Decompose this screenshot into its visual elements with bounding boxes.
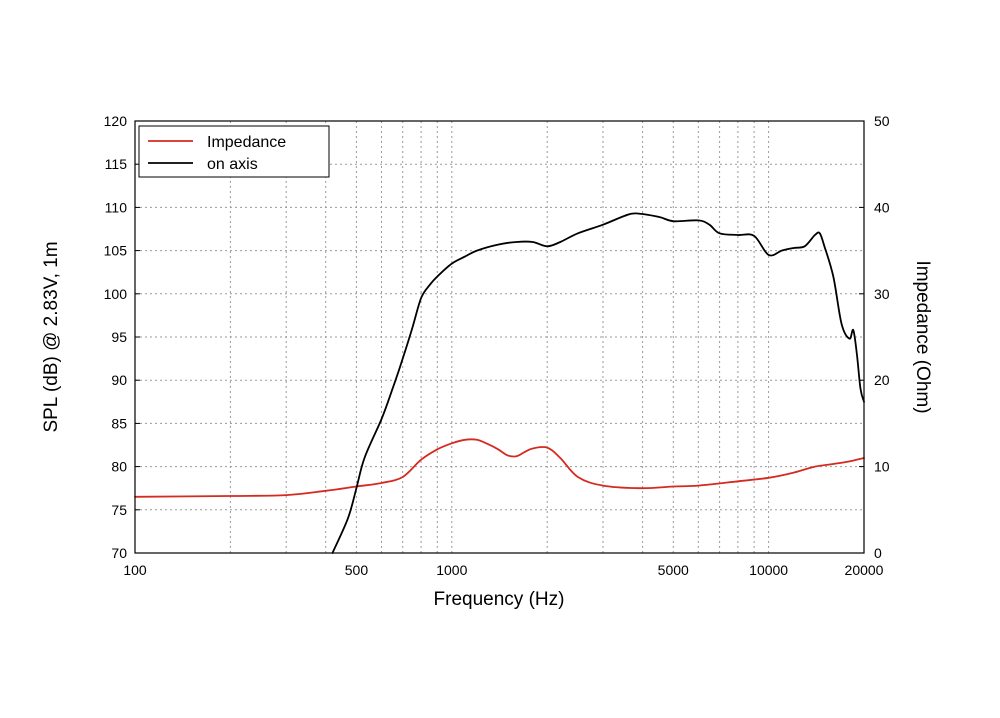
series-layer xyxy=(134,212,865,554)
y-tick-label: 80 xyxy=(111,459,127,475)
ticks: 70 75 80 85 90 95 100 105 110 115 120 0 10 20 30 40 50 10… xyxy=(104,113,890,578)
y-tick-label: 75 xyxy=(111,502,127,518)
x-tick-label: 20000 xyxy=(845,562,884,578)
x-tick-label: 100 xyxy=(123,562,147,578)
y2-tick-label: 30 xyxy=(874,286,890,302)
y2-tick-label: 20 xyxy=(874,372,890,388)
y2-tick-label: 50 xyxy=(874,113,890,129)
y2-tick-label: 10 xyxy=(874,459,890,475)
x-axis-title: Frequency (Hz) xyxy=(434,589,565,610)
y-tick-label: 95 xyxy=(111,329,127,345)
x-tick-label: 500 xyxy=(345,562,369,578)
plot-frame xyxy=(134,120,865,554)
y-tick-label: 120 xyxy=(104,113,128,129)
legend: Impedance on axis xyxy=(138,125,330,178)
grid xyxy=(135,121,864,553)
series-line-impedance xyxy=(134,438,865,498)
y-tick-label: 70 xyxy=(111,545,127,561)
series-line-on-axis xyxy=(331,212,865,554)
y-tick-label: 85 xyxy=(111,415,127,431)
y-tick-label: 90 xyxy=(111,372,127,388)
legend-box xyxy=(138,125,330,178)
y-tick-label: 115 xyxy=(105,156,128,172)
y2-tick-label: 40 xyxy=(874,199,890,215)
legend-label-impedance: Impedance xyxy=(207,134,286,151)
x-tick-label: 1000 xyxy=(436,562,467,578)
y2-tick-label: 0 xyxy=(874,545,882,561)
y-tick-label: 100 xyxy=(104,286,128,302)
legend-label-on-axis: on axis xyxy=(207,156,258,173)
y-tick-label: 110 xyxy=(105,199,128,215)
x-tick-label: 5000 xyxy=(658,562,689,578)
y-axis-title: SPL (dB) @ 2.83V, 1m xyxy=(41,241,62,432)
y-tick-label: 105 xyxy=(104,243,128,259)
x-tick-label: 10000 xyxy=(749,562,788,578)
y2-axis-title: Impedance (Ohm) xyxy=(912,260,933,413)
